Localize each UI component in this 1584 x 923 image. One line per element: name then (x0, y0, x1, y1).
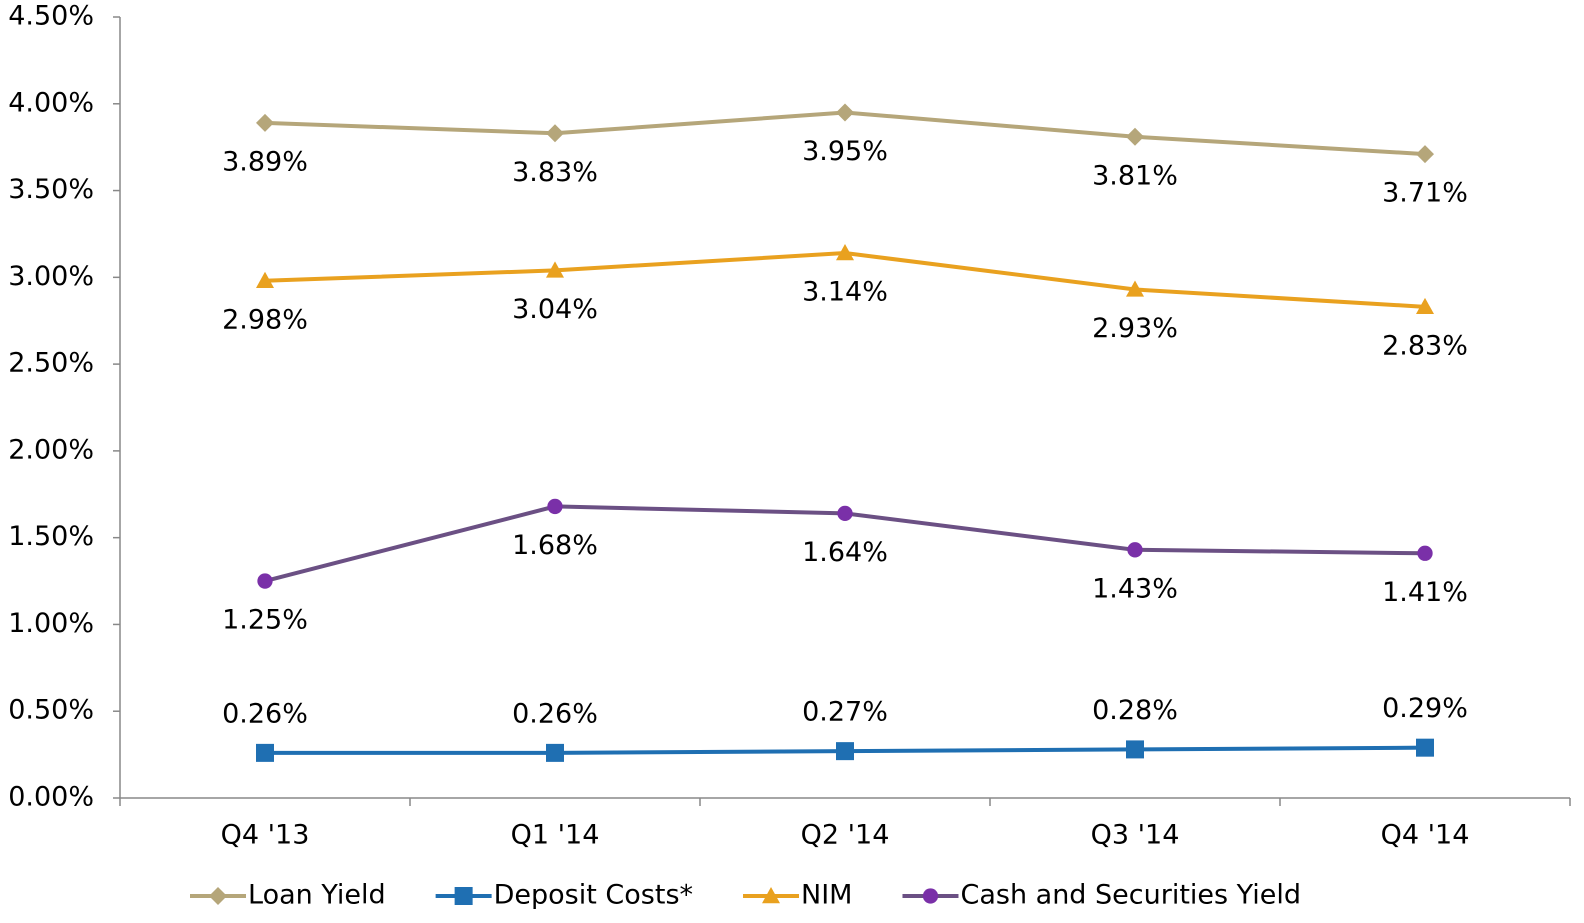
x-tick-label: Q1 '14 (511, 820, 600, 851)
y-tick-label: 0.00% (8, 782, 94, 813)
marker (256, 271, 274, 289)
marker (1126, 280, 1144, 297)
marker (209, 887, 227, 905)
data-label: 1.43% (1092, 573, 1178, 604)
data-label: 3.71% (1382, 178, 1468, 209)
y-tick-label: 4.50% (8, 1, 94, 32)
y-tick-label: 3.50% (8, 174, 94, 205)
marker (1416, 738, 1434, 757)
y-tick-label: 2.50% (8, 348, 94, 379)
x-tick-label: Q4 '14 (1381, 820, 1470, 851)
marker (454, 887, 473, 905)
marker (1416, 145, 1434, 164)
marker (762, 887, 781, 904)
data-label: 1.25% (222, 605, 308, 636)
marker (1126, 127, 1144, 146)
y-tick-label: 1.50% (8, 521, 94, 552)
legend-label: Deposit Costs* (494, 880, 693, 911)
data-label: 2.98% (222, 304, 308, 335)
y-tick-label: 4.00% (8, 87, 94, 118)
data-label: 1.68% (512, 530, 598, 561)
data-label: 0.26% (512, 698, 598, 729)
data-label: 1.64% (802, 537, 888, 568)
marker (546, 743, 564, 762)
legend-label: Cash and Securities Yield (960, 880, 1300, 911)
data-label: 3.14% (802, 277, 888, 308)
data-label: 2.83% (1382, 330, 1468, 361)
y-tick-label: 3.00% (8, 261, 94, 292)
x-tick-label: Q4 '13 (221, 820, 310, 851)
legend-label: NIM (801, 880, 852, 911)
legend-label: Loan Yield (248, 880, 386, 911)
data-label: 0.27% (802, 697, 888, 728)
marker (256, 113, 274, 132)
data-label: 0.28% (1092, 695, 1178, 726)
marker (1126, 740, 1144, 759)
data-label: 3.81% (1092, 160, 1178, 191)
data-label: 3.95% (802, 136, 888, 167)
marker (1127, 542, 1143, 558)
marker (256, 743, 274, 762)
x-tick-label: Q2 '14 (801, 820, 890, 851)
y-tick-label: 0.50% (8, 695, 94, 726)
y-tick-label: 2.00% (8, 434, 94, 465)
data-label: 2.93% (1092, 313, 1178, 344)
marker (546, 124, 564, 143)
x-tick-label: Q3 '14 (1091, 820, 1180, 851)
marker (837, 505, 853, 522)
data-label: 3.04% (512, 294, 598, 325)
marker (836, 103, 854, 122)
y-tick-label: 1.00% (8, 608, 94, 639)
marker (1417, 545, 1433, 561)
marker (547, 498, 563, 515)
marker (836, 244, 854, 261)
data-label: 0.26% (222, 698, 308, 729)
marker (1416, 297, 1434, 315)
data-label: 3.83% (512, 157, 598, 188)
data-label: 1.41% (1382, 577, 1468, 608)
marker (546, 261, 564, 278)
data-label: 3.89% (222, 146, 308, 177)
marker (257, 573, 273, 589)
marker (836, 742, 854, 761)
marker (922, 888, 939, 904)
data-label: 0.29% (1382, 693, 1468, 724)
